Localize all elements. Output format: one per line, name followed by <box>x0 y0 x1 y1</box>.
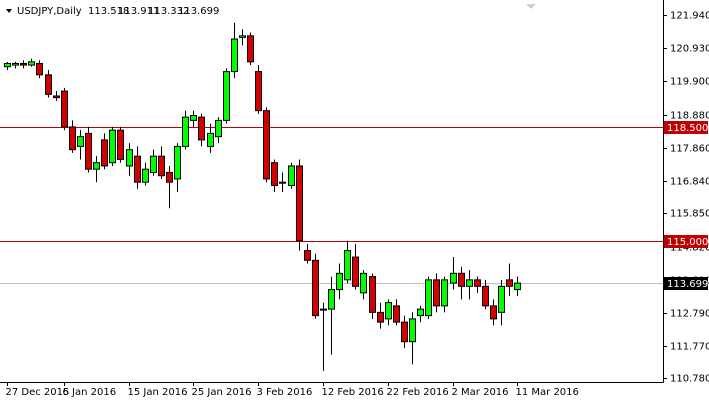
x-tick-label: 27 Dec 2015 <box>6 387 70 398</box>
candle-body <box>288 165 295 186</box>
candle-body <box>482 285 489 307</box>
candle-body <box>490 305 497 320</box>
candle-body <box>45 74 52 95</box>
candle-body <box>134 155 141 183</box>
candle-body <box>312 259 319 317</box>
candle-body <box>425 279 432 317</box>
candle-body <box>336 272 343 291</box>
candle-body <box>304 250 311 261</box>
candle-body <box>360 272 367 294</box>
candle-body <box>126 149 133 167</box>
candle-body <box>12 62 19 66</box>
level-label: 113.699 <box>667 279 708 290</box>
y-tick-label: 121.940 <box>670 11 709 22</box>
candle-body <box>385 302 392 320</box>
candle-body <box>36 62 43 76</box>
candle-body <box>150 155 157 173</box>
y-tick-label: 110.780 <box>670 374 709 385</box>
candle-body <box>239 35 246 38</box>
candle-body <box>458 272 465 287</box>
candle-body <box>441 279 448 307</box>
candle-body <box>255 71 262 112</box>
candle-body <box>207 132 214 147</box>
y-tick-label: 117.860 <box>670 144 709 155</box>
candle-body <box>369 276 376 313</box>
candle-body <box>20 62 27 66</box>
candle-body <box>474 279 481 287</box>
candle-body <box>174 145 181 180</box>
candle-body <box>166 171 173 183</box>
ohlc-value: 113.911 <box>118 6 159 17</box>
candle-body <box>117 129 124 160</box>
x-tick-label: 15 Jan 2016 <box>128 387 188 398</box>
candle-body <box>296 165 303 242</box>
y-tick-label: 112.790 <box>670 309 709 320</box>
level-label-box <box>664 277 708 290</box>
x-tick-label: 12 Feb 2016 <box>322 387 384 398</box>
candle-body <box>393 305 400 323</box>
candle-body <box>61 90 68 128</box>
candle-body <box>223 71 230 121</box>
candle-body <box>344 250 351 281</box>
y-tick-label: 116.840 <box>670 177 709 188</box>
candle-body <box>77 136 84 147</box>
candle-body <box>466 279 473 287</box>
candle-body <box>417 308 424 317</box>
x-tick-label: 11 Mar 2016 <box>516 387 579 398</box>
y-tick-label: 115.850 <box>670 209 709 220</box>
x-tick-label: 2 Mar 2016 <box>452 387 509 398</box>
ohlc-value: 113.332 <box>148 6 189 17</box>
candle-body <box>4 62 11 68</box>
candle-body <box>328 289 335 310</box>
y-tick-label: 120.930 <box>670 44 709 55</box>
candle-body <box>158 155 165 177</box>
ohlc-value: 113.699 <box>178 6 219 17</box>
candle-body <box>377 311 384 323</box>
candle-body <box>69 126 76 151</box>
level-label: 118.500 <box>667 123 708 134</box>
candle-body <box>93 162 100 170</box>
candle-body <box>198 116 205 141</box>
candle-body <box>433 279 440 307</box>
candle-body <box>320 308 327 311</box>
candle-body <box>182 116 189 147</box>
chart-title: USDJPY,Daily <box>17 6 82 17</box>
candle-body <box>231 38 238 73</box>
candle-body <box>142 168 149 183</box>
candle-body <box>409 318 416 343</box>
level-label: 115.000 <box>667 237 708 248</box>
candle-body <box>190 115 197 121</box>
level-label-box <box>664 235 708 248</box>
candle-body <box>101 139 108 167</box>
symbol-marker <box>6 9 12 13</box>
candle-body <box>85 132 92 170</box>
candle-body <box>401 321 408 343</box>
x-tick-label: 22 Feb 2016 <box>387 387 449 398</box>
candle-body <box>279 181 286 184</box>
candle-body <box>109 129 116 164</box>
y-tick-label: 118.880 <box>670 111 709 122</box>
y-tick-label: 119.900 <box>670 77 709 88</box>
ohlc-value: 113.518 <box>88 6 129 17</box>
candle-body <box>271 162 278 186</box>
candle-body <box>450 272 457 284</box>
x-tick-label: 25 Jan 2016 <box>192 387 252 398</box>
candle-body <box>263 110 270 180</box>
shift-marker <box>526 4 536 9</box>
candle-body <box>247 35 254 63</box>
candle-body <box>514 282 521 291</box>
x-tick-label: 6 Jan 2016 <box>63 387 117 398</box>
level-label-box <box>664 121 708 134</box>
candle-body <box>498 285 505 313</box>
candle-body <box>28 61 35 66</box>
x-tick-label: 3 Feb 2016 <box>257 387 313 398</box>
candle-body <box>352 256 359 287</box>
candle-body <box>215 119 222 138</box>
y-tick-label: 111.770 <box>670 342 709 353</box>
candle-body <box>53 95 60 99</box>
candle-body <box>506 279 513 287</box>
